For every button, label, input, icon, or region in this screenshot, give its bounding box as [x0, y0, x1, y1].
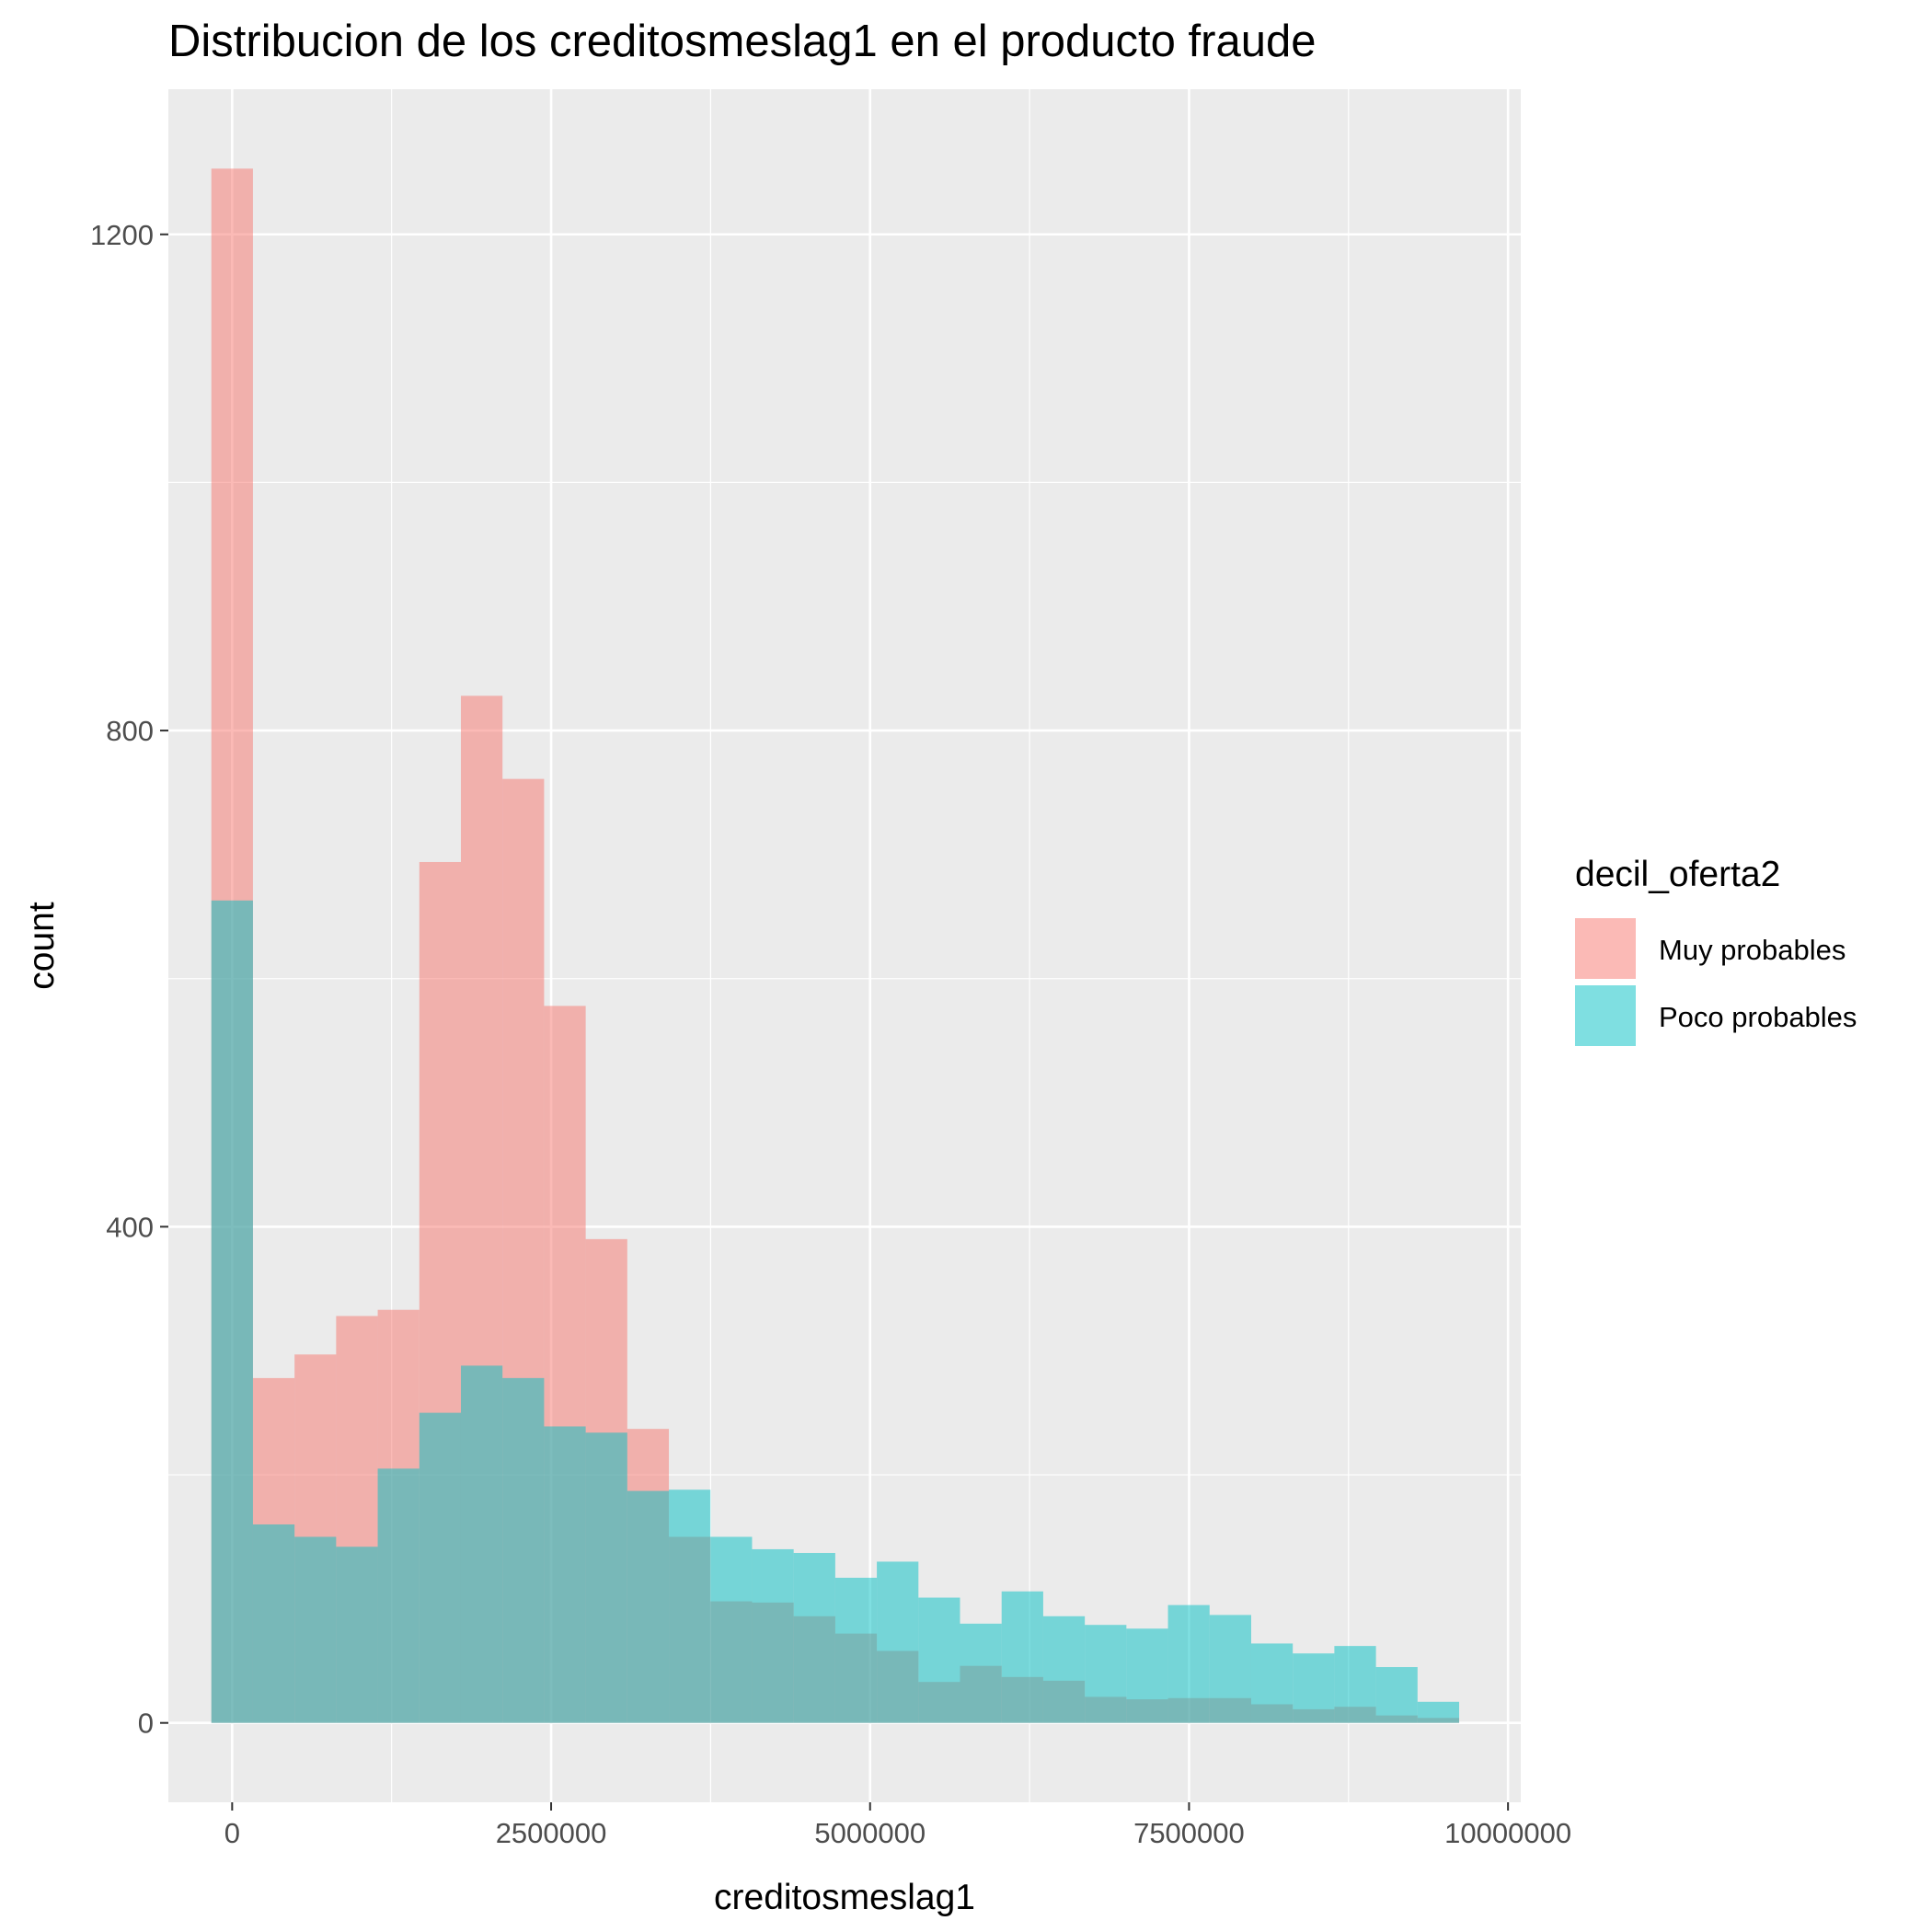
histogram-bar — [585, 1432, 627, 1723]
x-tick-label: 10000000 — [1444, 1817, 1571, 1849]
histogram-bar — [834, 1577, 878, 1723]
y-axis: 0 400 800 1200 — [90, 219, 168, 1740]
histogram-bar — [877, 1561, 919, 1723]
histogram-bar — [419, 1412, 461, 1723]
histogram-bar — [960, 1623, 1002, 1723]
legend-label-muy-probables: Muy probables — [1659, 934, 1846, 966]
histogram-bar — [211, 900, 253, 1723]
histogram-bar — [252, 1524, 295, 1723]
histogram-bar — [544, 1426, 586, 1723]
legend-title: decil_oferta2 — [1575, 855, 1780, 894]
histogram-bar — [1375, 1667, 1418, 1723]
y-tick-label: 1200 — [90, 219, 154, 251]
histogram-bar — [1167, 1604, 1210, 1723]
x-tick-label: 2500000 — [496, 1817, 607, 1849]
histogram-bar — [1417, 1701, 1460, 1723]
x-axis: 0 2500000 5000000 7500000 10000000 — [224, 1802, 1571, 1849]
histogram-bar — [627, 1490, 670, 1723]
histogram-bar — [377, 1468, 420, 1723]
histogram-bar — [1209, 1615, 1251, 1723]
histogram-bar — [1085, 1625, 1127, 1723]
histogram-bar — [294, 1536, 337, 1723]
y-axis-title: count — [22, 902, 62, 990]
histogram-bar — [502, 1377, 545, 1723]
x-axis-title: creditosmeslag1 — [714, 1878, 975, 1917]
x-tick-label: 7500000 — [1133, 1817, 1245, 1849]
histogram-bar — [1250, 1643, 1294, 1723]
legend: decil_oferta2 Muy probables Poco probabl… — [1575, 855, 1857, 1046]
histogram-bar — [460, 1365, 503, 1723]
histogram-bar — [710, 1536, 753, 1723]
chart-title: Distribucion de los creditosmeslag1 en e… — [168, 17, 1316, 66]
histogram-bar — [336, 1547, 378, 1723]
grid-minor — [168, 89, 1521, 1802]
y-tick-label: 400 — [106, 1211, 154, 1243]
x-tick-label: 5000000 — [814, 1817, 926, 1849]
histogram-bar — [1293, 1653, 1335, 1723]
series-poco-probables-bars — [211, 900, 1460, 1723]
histogram-bar — [669, 1489, 711, 1723]
legend-label-poco-probables: Poco probables — [1659, 1001, 1857, 1033]
histogram-bar — [752, 1548, 794, 1723]
histogram-bar — [1334, 1646, 1376, 1723]
y-tick-label: 800 — [106, 715, 154, 747]
legend-key-muy-probables — [1575, 918, 1636, 979]
histogram-bar — [1042, 1616, 1086, 1723]
histogram-bar — [793, 1552, 835, 1723]
histogram-bar — [1001, 1591, 1043, 1723]
histogram-bar — [1126, 1628, 1168, 1723]
y-tick-label: 0 — [138, 1708, 154, 1740]
x-tick-label: 0 — [224, 1817, 240, 1849]
legend-key-poco-probables — [1575, 985, 1636, 1046]
histogram-bar — [918, 1597, 960, 1723]
